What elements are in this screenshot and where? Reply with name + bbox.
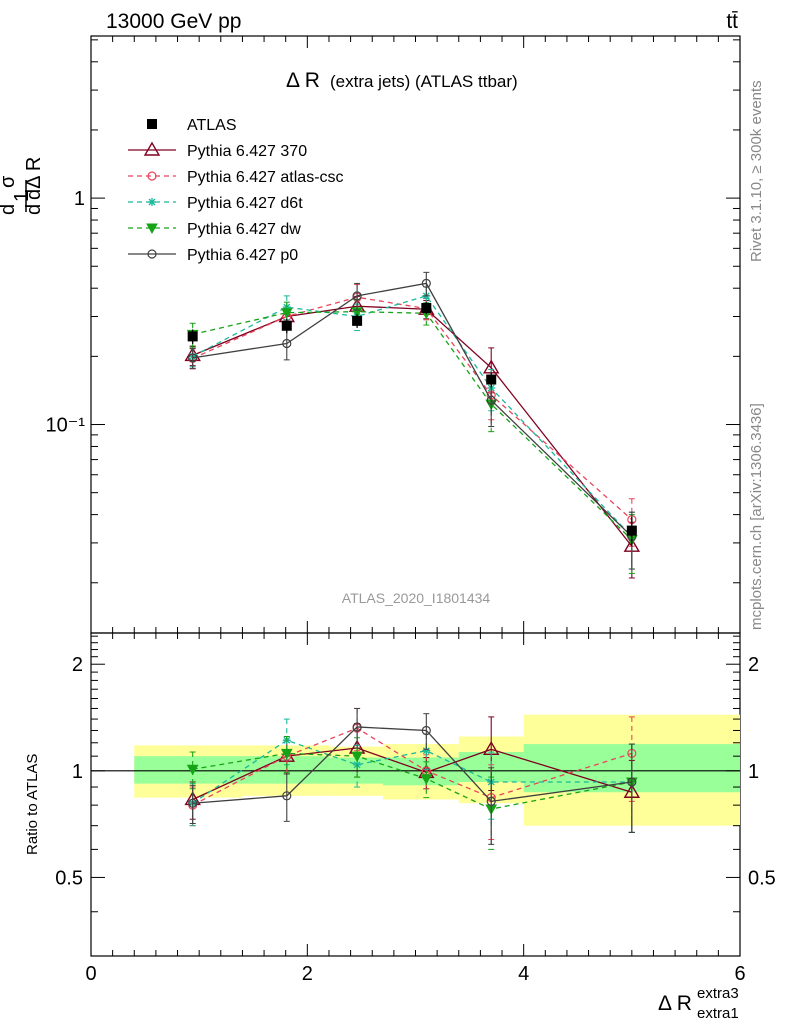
- series-atlas-data: [187, 302, 637, 547]
- marker-square: [147, 119, 157, 129]
- mcplots-label: mcplots.cern.ch [arXiv:1306.3436]: [748, 403, 765, 630]
- marker-square: [281, 320, 292, 331]
- x-tick-label: 4: [518, 963, 529, 985]
- marker-square: [352, 315, 363, 326]
- legend-label: Pythia 6.427 dw: [187, 221, 301, 238]
- ratio-line: [192, 752, 632, 810]
- energy-label: 13000 GeV pp: [106, 10, 241, 33]
- marker-star: [422, 746, 431, 755]
- marker-circle: [352, 291, 362, 301]
- marker-square: [421, 303, 432, 314]
- marker-circle: [486, 796, 496, 806]
- ratio-y-tick-label-right: 2: [748, 654, 759, 676]
- marker-circle: [282, 791, 292, 801]
- marker-circle: [486, 395, 496, 405]
- marker-triangle-down: [280, 308, 293, 319]
- analysis-watermark: ATLAS_2020_I1801434: [342, 590, 491, 606]
- svg-text:1: 1: [11, 191, 33, 202]
- ratio-y-tick-label-right: 1: [748, 761, 759, 783]
- main-title-sub: (extra jets) (ATLAS ttbar): [330, 72, 518, 91]
- series-pythia-6-427-dw: [186, 299, 638, 574]
- ratio-line: [192, 739, 632, 804]
- x-axis-label-sup: extra3: [697, 985, 739, 1002]
- marker-circle: [188, 353, 198, 363]
- legend-entry: Pythia 6.427 p0: [128, 247, 298, 264]
- legend-label: Pythia 6.427 p0: [187, 247, 298, 264]
- series-line: [192, 305, 633, 547]
- marker-circle: [421, 725, 431, 736]
- marker-circle: [147, 249, 157, 259]
- y-tick-label: 10⁻¹: [46, 415, 86, 437]
- ratio-series: [184, 707, 641, 850]
- legend-entry: ATLAS: [147, 117, 237, 134]
- legend: ATLAS Pythia 6.427 370 Pythia 6.427 atlas-…: [128, 117, 344, 264]
- ratio-y-tick-label: 1: [72, 761, 83, 783]
- ratio-band-inner: [134, 756, 243, 784]
- marker-triangle: [143, 141, 161, 156]
- legend-entry: Pythia 6.427 d6t: [128, 195, 303, 212]
- marker-square: [187, 331, 198, 342]
- svg-text:d: d: [0, 204, 19, 215]
- x-axis-label: Δ R extra3 extra1: [658, 985, 739, 1022]
- ratio-line: [192, 726, 632, 804]
- legend-label: Pythia 6.427 370: [187, 143, 307, 160]
- series-line: [192, 311, 633, 541]
- ratio-y-axis-label: Ratio to ATLAS: [24, 754, 41, 855]
- ratio-y-tick-label: 2: [72, 654, 83, 676]
- series-line: [192, 296, 633, 521]
- y-tick-label: 1: [74, 188, 85, 210]
- marker-triangle-down: [351, 751, 363, 763]
- main-title-symbol: Δ R: [286, 69, 320, 92]
- series-pythia-6-427-atlas-csc: [188, 284, 637, 547]
- marker-triangle-down: [146, 223, 158, 235]
- x-tick-label: 2: [302, 963, 313, 985]
- series-pythia-6-427-p0: [188, 271, 637, 570]
- legend-entry: Pythia 6.427 dw: [128, 221, 301, 238]
- marker-star: [148, 198, 156, 206]
- main-title: Δ R (extra jets) (ATLAS ttbar): [286, 69, 518, 92]
- marker-square: [626, 525, 637, 536]
- marker-triangle-down: [280, 748, 293, 760]
- x-tick-label: 6: [734, 963, 745, 985]
- svg-text:d: d: [23, 204, 45, 215]
- x-axis-label-main: Δ R: [658, 992, 692, 1015]
- svg-text:σ: σ: [0, 175, 19, 188]
- rivet-label: Rivet 3.1.10, ≥ 300k events: [748, 80, 765, 262]
- marker-circle: [282, 338, 292, 349]
- marker-square: [486, 374, 497, 385]
- legend-entry: Pythia 6.427 atlas-csc: [128, 169, 344, 186]
- x-tick-label: 0: [85, 963, 96, 985]
- ratio-y-tick-label-right: 0.5: [748, 867, 776, 889]
- legend-label: Pythia 6.427 d6t: [187, 195, 303, 212]
- x-axis-label-sub: extra1: [697, 1005, 739, 1022]
- main-y-label-fraction: dΔ R: [23, 157, 45, 200]
- series-line: [192, 295, 633, 538]
- ratio-uncertainty-bands: [91, 714, 740, 826]
- legend-label: Pythia 6.427 atlas-csc: [187, 169, 344, 186]
- ratio-line: [192, 747, 633, 801]
- marker-circle: [421, 278, 431, 289]
- ratio-series-pythia-6-427-p0: [188, 707, 637, 845]
- legend-entry: Pythia 6.427 370: [128, 141, 307, 160]
- legend-label: ATLAS: [187, 117, 237, 134]
- marker-triangle-down: [186, 764, 199, 776]
- marker-triangle-down: [420, 774, 433, 785]
- axes-ticks: 0 2 4 6 1 10⁻¹ 0.5 0.5 1 1 2 2: [46, 36, 776, 985]
- marker-circle: [627, 777, 637, 787]
- series-line: [192, 282, 633, 538]
- main-series: [184, 271, 641, 579]
- ratio-y-tick-label: 0.5: [55, 867, 83, 889]
- marker-circle: [188, 798, 198, 808]
- series-pythia-6-427-370: [184, 295, 641, 579]
- process-label: tt̄: [726, 10, 738, 33]
- marker-circle: [147, 171, 157, 181]
- marker-circle: [352, 722, 362, 732]
- main-y-axis-label: d σ d dΔ R 1: [0, 157, 45, 215]
